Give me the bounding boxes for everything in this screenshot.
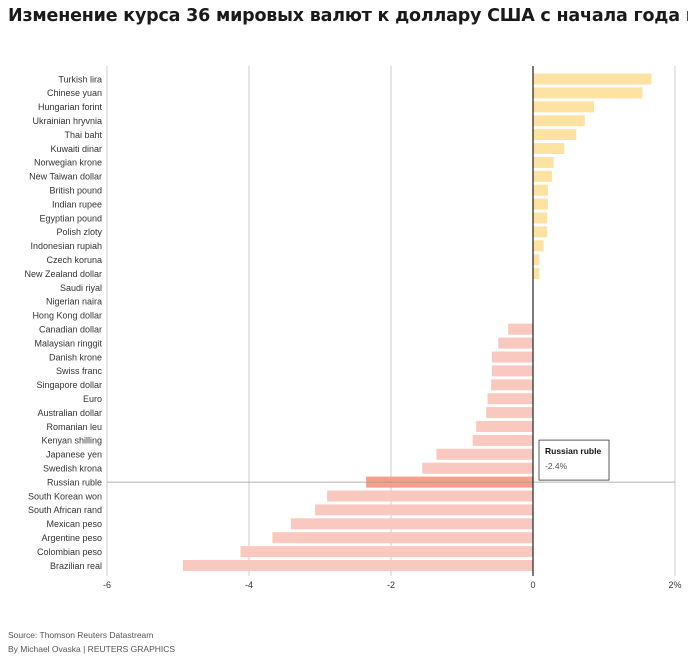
bar-singapore-dollar [491,379,533,391]
category-label: New Zealand dollar [24,269,102,279]
category-label: Saudi riyal [60,283,102,293]
x-tick-label: 2% [668,580,681,590]
bar-egyptian-pound [533,212,548,224]
category-label: Australian dollar [37,408,102,418]
category-label: South African rand [28,505,102,515]
bar-indian-rupee [533,198,548,210]
source-note: Source: Thomson Reuters Datastream [8,630,154,640]
category-label: Hungarian forint [38,102,103,112]
bar-new-taiwan-dollar [533,170,553,182]
bar-hungarian-forint [533,101,595,113]
category-label: New Taiwan dollar [29,172,102,182]
bar-swedish-krona [422,462,533,474]
category-label: Turkish lira [58,74,102,84]
bar-south-african-rand [315,504,533,516]
category-label: Singapore dollar [36,380,102,390]
category-label: South Korean won [28,491,102,501]
category-label: Egyptian pound [39,213,102,223]
category-label: Japanese yen [46,450,102,460]
chart-footer: Source: Thomson Reuters Datastream By Mi… [8,628,175,656]
category-label: Chinese yuan [47,88,102,98]
x-tick-label: -4 [245,580,253,590]
bar-ukrainian-hryvnia [533,115,585,127]
bar-kuwaiti-dinar [533,143,565,154]
bar-mexican-peso [290,518,533,530]
bar-japanese-yen [436,448,533,460]
category-label: Canadian dollar [39,325,102,335]
bar-chinese-yuan [533,87,643,99]
x-tick-label: -2 [387,580,395,590]
annotation-title: Russian ruble [545,446,601,456]
category-label: Swedish krona [43,464,102,474]
bar-danish-krone [491,351,533,363]
annotation-value: -2.4% [545,461,568,471]
bar-norwegian-krone [533,156,554,168]
bar-swiss-franc [491,365,533,377]
category-label: Indian rupee [52,199,102,209]
bar-indonesian-rupiah [533,240,544,252]
category-label: Danish krone [49,352,102,362]
chart-title: Изменение курса 36 мировых валют к долла… [8,6,688,26]
category-label: Brazilian real [50,561,102,571]
category-label: Kenyan shilling [41,436,102,446]
category-label: Polish zloty [56,227,102,237]
category-label: Indonesian rupiah [30,241,102,251]
category-label: Euro [83,394,102,404]
category-label: British pound [49,186,102,196]
bar-australian-dollar [486,407,533,419]
category-label: Russian ruble [47,477,102,487]
bar-czech-koruna [533,254,540,266]
category-label: Hong Kong dollar [32,311,102,321]
category-label: Thai baht [64,130,102,140]
bar-brazilian-real [182,560,533,571]
category-label: Malaysian ringgit [34,338,102,348]
category-label: Kuwaiti dinar [50,144,102,154]
bar-turkish-lira [533,73,652,85]
category-label: Norwegian krone [34,158,102,168]
category-label: Mexican peso [46,519,102,529]
bar-euro [487,393,533,405]
category-label: Swiss franc [56,366,103,376]
x-tick-label: -6 [103,580,111,590]
category-label: Czech koruna [46,255,102,265]
bar-chart: Turkish lira Chinese yuan Hungarian forint… [24,66,682,590]
bar-thai-baht [533,129,577,141]
category-label: Argentine peso [41,533,102,543]
credit-note: By Michael Ovaska | REUTERS GRAPHICS [8,644,176,654]
category-label: Romanian leu [46,422,102,432]
bar-british-pound [533,184,548,196]
x-tick-label: 0 [530,580,535,590]
bar-romanian-leu [476,421,533,432]
bar-polish-zloty [533,226,548,238]
bar-canadian-dollar [508,323,533,335]
category-label: Nigerian naira [46,297,102,307]
category-label: Ukrainian hryvnia [32,116,102,126]
bar-new-zealand-dollar [533,268,540,280]
annotation-box [538,439,610,481]
bar-south-korean-won [327,490,533,502]
bar-argentine-peso [272,532,533,544]
bar-colombian-peso [240,546,534,558]
bar-malaysian-ringgit [498,337,533,349]
category-label: Colombian peso [37,547,102,557]
bar-kenyan-shilling [472,434,533,446]
